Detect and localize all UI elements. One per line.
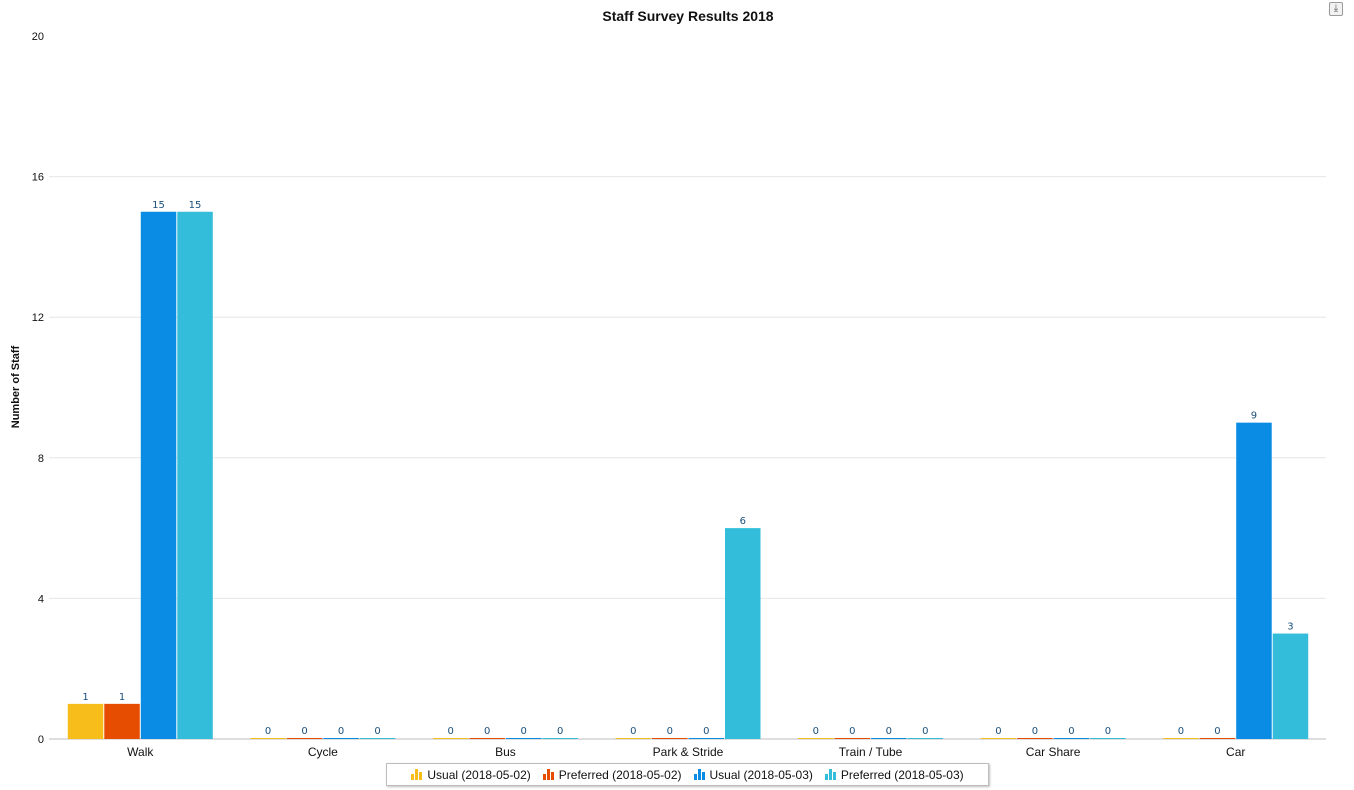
chart-title: Staff Survey Results 2018 (602, 8, 773, 24)
y-tick-label: 4 (38, 593, 44, 605)
x-category-label: Walk (127, 745, 154, 759)
bar[interactable] (907, 738, 944, 739)
data-label: 9 (1251, 411, 1257, 422)
bar[interactable] (1236, 422, 1272, 739)
data-label: 6 (740, 516, 746, 527)
data-label: 1 (82, 692, 88, 703)
bar[interactable] (1272, 633, 1309, 739)
y-tick-label: 0 (38, 734, 44, 746)
bar[interactable] (177, 211, 213, 739)
bar[interactable] (871, 738, 907, 739)
y-axis-ticks: 0 4 8 12 16 20 (32, 31, 44, 746)
bar[interactable] (1199, 738, 1236, 739)
data-label: 0 (886, 726, 892, 737)
bar-chart-icon (824, 769, 836, 780)
data-label: 0 (1178, 726, 1184, 737)
bar[interactable] (725, 528, 761, 739)
bar[interactable] (1090, 738, 1126, 739)
x-category-label: Bus (495, 745, 516, 759)
data-label: 0 (447, 726, 453, 737)
legend-item[interactable]: Preferred (2018-05-02) (542, 767, 682, 782)
bar[interactable] (505, 738, 542, 739)
data-labels: 1 1 15 15 0 0 0 0 0 0 0 0 0 0 0 6 0 0 0 0 0 0 0 0 0 0 9 3 (82, 200, 1293, 737)
bar[interactable] (688, 738, 725, 739)
bar[interactable] (834, 738, 871, 739)
bar[interactable] (67, 703, 104, 739)
data-label: 0 (813, 726, 819, 737)
data-label: 0 (922, 726, 928, 737)
data-label: 0 (484, 726, 490, 737)
bar[interactable] (323, 738, 359, 739)
bars[interactable] (67, 211, 1309, 739)
grid-lines (49, 176, 1326, 740)
bar[interactable] (432, 738, 469, 739)
x-category-label: Park & Stride (653, 745, 724, 759)
data-label: 3 (1287, 622, 1293, 633)
data-label: 0 (374, 726, 380, 737)
x-category-label: Cycle (308, 745, 338, 759)
bar[interactable] (1053, 738, 1090, 739)
bar[interactable] (1163, 738, 1199, 739)
data-label: 0 (667, 726, 673, 737)
y-tick-label: 12 (32, 312, 44, 324)
data-label: 1 (119, 692, 125, 703)
bar[interactable] (140, 211, 177, 739)
bar[interactable] (469, 738, 505, 739)
y-tick-label: 16 (32, 172, 44, 184)
legend-label: Preferred (2018-05-03) (840, 767, 964, 782)
bar[interactable] (980, 738, 1017, 739)
data-label: 0 (1105, 726, 1111, 737)
data-label: 0 (338, 726, 344, 737)
bar[interactable] (359, 738, 396, 739)
y-tick-label: 20 (32, 31, 44, 43)
data-label: 0 (265, 726, 271, 737)
bar[interactable] (652, 738, 688, 739)
data-label: 0 (520, 726, 526, 737)
y-tick-label: 8 (38, 453, 44, 465)
bar[interactable] (104, 703, 140, 739)
legend-label: Usual (2018-05-03) (709, 767, 813, 782)
data-label: 0 (995, 726, 1001, 737)
x-category-label: Car (1226, 745, 1245, 759)
bar[interactable] (1017, 738, 1053, 739)
data-label: 0 (557, 726, 563, 737)
download-icon[interactable]: ⤓ (1329, 2, 1343, 16)
data-label: 0 (1214, 726, 1220, 737)
data-label: 0 (1068, 726, 1074, 737)
data-label: 15 (152, 200, 165, 211)
x-category-label: Car Share (1026, 745, 1081, 759)
legend-item[interactable]: Preferred (2018-05-03) (824, 767, 964, 782)
x-axis-categories: Walk Cycle Bus Park & Stride Train / Tube Car… (127, 745, 1245, 759)
y-axis-label: Number of Staff (10, 345, 22, 428)
bar[interactable] (798, 738, 834, 739)
data-label: 15 (189, 200, 202, 211)
legend[interactable]: Usual (2018-05-02) Preferred (2018-05-02)… (386, 763, 989, 786)
legend-item[interactable]: Usual (2018-05-02) (411, 767, 531, 782)
bar-chart-icon (411, 769, 423, 780)
data-label: 0 (301, 726, 307, 737)
data-label: 0 (703, 726, 709, 737)
bar[interactable] (542, 738, 578, 739)
bar-chart-icon (542, 769, 554, 780)
x-category-label: Train / Tube (839, 745, 903, 759)
bar[interactable] (615, 738, 652, 739)
legend-label: Preferred (2018-05-02) (558, 767, 682, 782)
bar-chart-icon (693, 769, 705, 780)
bar[interactable] (286, 738, 323, 739)
legend-label: Usual (2018-05-02) (427, 767, 531, 782)
legend-item[interactable]: Usual (2018-05-03) (693, 767, 813, 782)
data-label: 0 (630, 726, 636, 737)
data-label: 0 (1032, 726, 1038, 737)
data-label: 0 (849, 726, 855, 737)
bar[interactable] (250, 738, 286, 739)
